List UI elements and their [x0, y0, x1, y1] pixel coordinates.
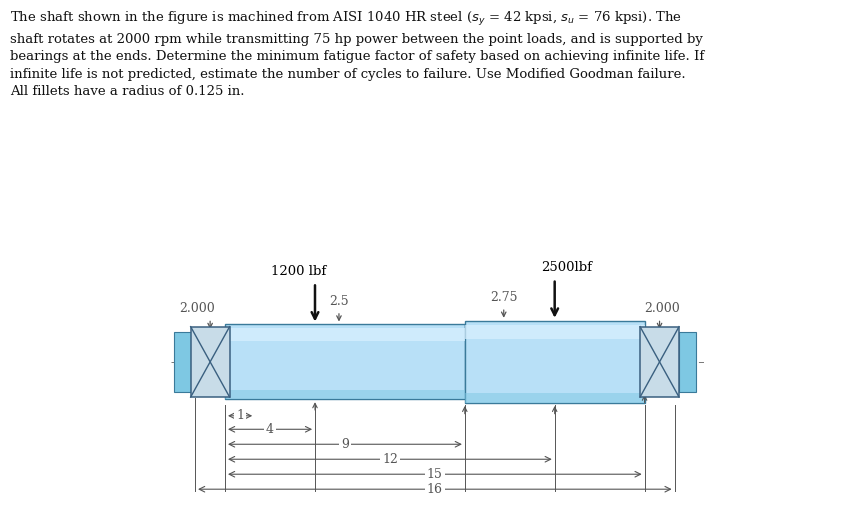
- Text: 16: 16: [427, 482, 443, 496]
- Text: 15: 15: [427, 467, 443, 481]
- Text: 4: 4: [266, 423, 274, 436]
- Bar: [225, 328, 465, 341]
- Text: 2500lbf: 2500lbf: [541, 261, 592, 274]
- Bar: [465, 393, 644, 403]
- Text: 1200 lbf: 1200 lbf: [271, 265, 326, 278]
- Bar: [225, 390, 465, 399]
- Bar: [640, 327, 679, 397]
- Bar: [465, 320, 644, 403]
- Text: 2.5: 2.5: [329, 295, 349, 308]
- Bar: [174, 332, 191, 392]
- Text: 2.75: 2.75: [490, 291, 518, 304]
- Text: 2.000: 2.000: [645, 302, 681, 315]
- Text: The shaft shown in the figure is machined from AISI 1040 HR steel ($s_y$ = 42 kp: The shaft shown in the figure is machine…: [10, 10, 705, 99]
- Bar: [191, 327, 230, 397]
- Text: 2.000: 2.000: [179, 302, 214, 315]
- Text: 9: 9: [341, 438, 349, 451]
- Bar: [225, 325, 465, 399]
- Text: 12: 12: [382, 453, 398, 466]
- Bar: [679, 332, 695, 392]
- Bar: [465, 325, 644, 339]
- Text: 1: 1: [236, 409, 244, 422]
